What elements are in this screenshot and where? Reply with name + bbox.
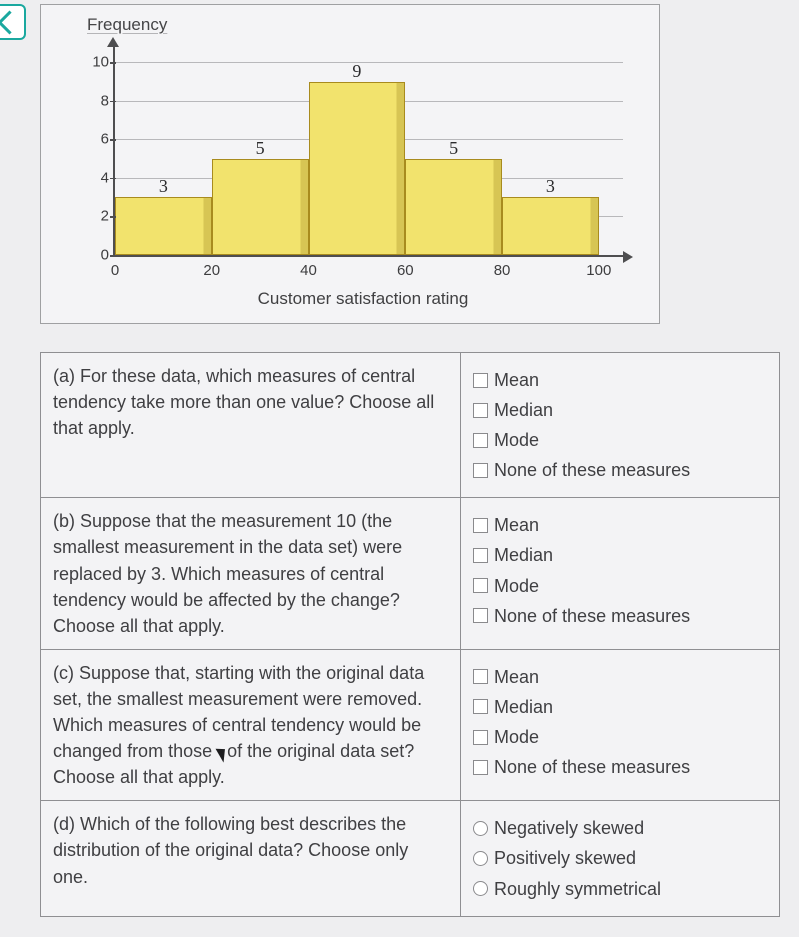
histogram-bar: 3 [115, 197, 212, 255]
question-a-options: Mean Median Mode None of these measures [461, 353, 780, 498]
option-label: Median [494, 397, 553, 423]
option-label: Negatively skewed [494, 815, 644, 841]
checkbox-a-none[interactable] [473, 463, 488, 478]
checkbox-a-mode[interactable] [473, 433, 488, 448]
checkbox-c-none[interactable] [473, 760, 488, 775]
table-row: (b) Suppose that the measurement 10 (the… [41, 498, 780, 649]
checkbox-c-mode[interactable] [473, 730, 488, 745]
option-label: Mean [494, 664, 539, 690]
y-tick-mark [110, 216, 116, 218]
y-tick-label: 4 [87, 169, 109, 186]
x-tick-label: 20 [203, 262, 220, 279]
option-label: Median [494, 542, 553, 568]
x-axis-arrow-icon [623, 251, 633, 263]
y-tick-label: 2 [87, 208, 109, 225]
question-b-options: Mean Median Mode None of these measures [461, 498, 780, 649]
y-tick-label: 0 [87, 247, 109, 264]
y-tick-label: 6 [87, 131, 109, 148]
table-row: (d) Which of the following best describe… [41, 801, 780, 916]
question-c-text: (c) Suppose that, starting with the orig… [41, 649, 461, 800]
x-tick-label: 100 [586, 262, 611, 279]
checkbox-c-median[interactable] [473, 699, 488, 714]
option-label: Positively skewed [494, 845, 636, 871]
histogram-card: Frequency 35953 0246810020406080100 Cust… [40, 4, 660, 324]
histogram-bar: 5 [405, 159, 502, 255]
y-tick-mark [110, 62, 116, 64]
radio-d-pos[interactable] [473, 851, 488, 866]
option-label: Mean [494, 367, 539, 393]
checkbox-a-mean[interactable] [473, 373, 488, 388]
question-b-text: (b) Suppose that the measurement 10 (the… [41, 498, 461, 649]
question-d-options: Negatively skewed Positively skewed Roug… [461, 801, 780, 916]
option-label: Mode [494, 724, 539, 750]
option-label: Mode [494, 573, 539, 599]
x-tick-label: 80 [494, 262, 511, 279]
histogram-bar: 9 [309, 82, 406, 255]
checkbox-a-median[interactable] [473, 403, 488, 418]
bar-value-label: 3 [503, 176, 598, 197]
histogram-bar: 5 [212, 159, 309, 255]
left-nav-tab[interactable] [0, 4, 26, 40]
table-row: (c) Suppose that, starting with the orig… [41, 649, 780, 800]
option-label: None of these measures [494, 754, 690, 780]
checkbox-b-median[interactable] [473, 548, 488, 563]
plot-region: 35953 0246810020406080100 [113, 47, 623, 257]
radio-d-sym[interactable] [473, 881, 488, 896]
question-d-text: (d) Which of the following best describe… [41, 801, 461, 916]
option-label: Mean [494, 512, 539, 538]
option-label: None of these measures [494, 457, 690, 483]
option-label: Roughly symmetrical [494, 876, 661, 902]
chart-area: 35953 0246810020406080100 [83, 37, 633, 287]
checkbox-b-mode[interactable] [473, 578, 488, 593]
y-tick-mark [110, 101, 116, 103]
checkbox-b-mean[interactable] [473, 518, 488, 533]
x-tick-label: 40 [300, 262, 317, 279]
x-tick-label: 60 [397, 262, 414, 279]
bar-value-label: 5 [213, 138, 308, 159]
y-tick-label: 8 [87, 92, 109, 109]
histogram-bar: 3 [502, 197, 599, 255]
y-axis-title: Frequency [87, 15, 641, 35]
questions-table: (a) For these data, which measures of ce… [40, 352, 780, 917]
bar-value-label: 9 [310, 61, 405, 82]
y-axis-arrow-icon [107, 37, 119, 47]
option-label: Mode [494, 427, 539, 453]
question-a-text: (a) For these data, which measures of ce… [41, 353, 461, 498]
checkbox-c-mean[interactable] [473, 669, 488, 684]
y-tick-mark [110, 139, 116, 141]
option-label: Median [494, 694, 553, 720]
option-label: None of these measures [494, 603, 690, 629]
y-tick-label: 10 [87, 54, 109, 71]
question-c-options: Mean Median Mode None of these measures [461, 649, 780, 800]
y-tick-mark [110, 178, 116, 180]
radio-d-neg[interactable] [473, 821, 488, 836]
y-tick-mark [110, 255, 116, 257]
bars-layer: 35953 [115, 47, 623, 255]
x-tick-label: 0 [111, 262, 119, 279]
checkbox-b-none[interactable] [473, 608, 488, 623]
bar-value-label: 5 [406, 138, 501, 159]
x-axis-title: Customer satisfaction rating [85, 289, 641, 309]
table-row: (a) For these data, which measures of ce… [41, 353, 780, 498]
bar-value-label: 3 [116, 176, 211, 197]
